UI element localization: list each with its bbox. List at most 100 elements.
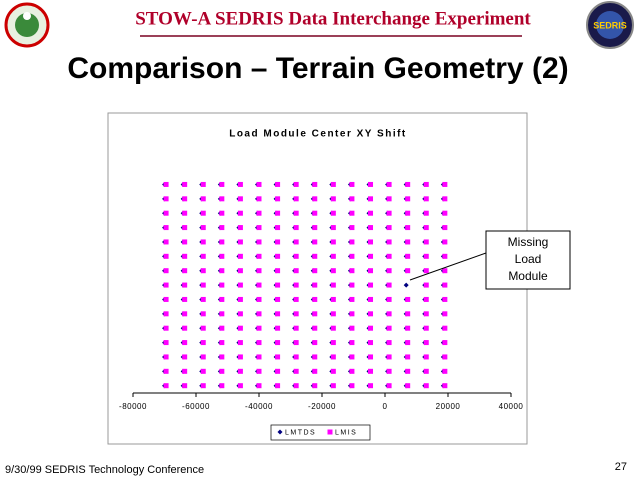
point bbox=[405, 296, 411, 302]
point bbox=[293, 296, 299, 302]
point bbox=[275, 296, 281, 302]
point bbox=[330, 225, 336, 231]
point bbox=[237, 196, 243, 202]
point bbox=[405, 196, 411, 202]
point bbox=[386, 383, 392, 389]
chart-title: Load Module Center XY Shift bbox=[229, 129, 407, 140]
point bbox=[182, 354, 188, 360]
point bbox=[442, 253, 448, 259]
point bbox=[386, 354, 392, 360]
point bbox=[405, 225, 411, 231]
point bbox=[386, 239, 392, 245]
point bbox=[368, 368, 374, 374]
point bbox=[200, 268, 206, 274]
point bbox=[200, 239, 206, 245]
point bbox=[237, 239, 243, 245]
point bbox=[349, 225, 355, 231]
point bbox=[330, 311, 336, 317]
point bbox=[237, 282, 243, 288]
legend-label: LMTDS bbox=[285, 429, 316, 436]
point bbox=[182, 253, 188, 259]
annotation-line: Missing bbox=[508, 235, 549, 249]
point bbox=[200, 383, 206, 389]
point bbox=[219, 239, 225, 245]
point bbox=[405, 311, 411, 317]
point bbox=[200, 325, 206, 331]
point bbox=[293, 210, 299, 216]
point bbox=[405, 210, 411, 216]
point bbox=[163, 282, 169, 288]
point bbox=[312, 196, 318, 202]
point bbox=[423, 268, 429, 274]
point bbox=[386, 325, 392, 331]
point bbox=[330, 368, 336, 374]
point bbox=[349, 282, 355, 288]
point bbox=[275, 225, 281, 231]
point bbox=[349, 239, 355, 245]
point bbox=[275, 325, 281, 331]
point bbox=[182, 196, 188, 202]
point bbox=[163, 253, 169, 259]
point bbox=[200, 354, 206, 360]
point bbox=[293, 268, 299, 274]
point bbox=[442, 311, 448, 317]
point bbox=[219, 181, 225, 187]
point bbox=[423, 282, 429, 288]
x-tick-label: -60000 bbox=[182, 402, 210, 411]
point bbox=[200, 340, 206, 346]
point bbox=[293, 383, 299, 389]
point bbox=[237, 253, 243, 259]
point bbox=[442, 282, 448, 288]
x-tick-label: 0 bbox=[383, 402, 388, 411]
point bbox=[293, 225, 299, 231]
legend-label: LMIS bbox=[335, 429, 357, 436]
point bbox=[182, 268, 188, 274]
point bbox=[349, 268, 355, 274]
point bbox=[405, 325, 411, 331]
point bbox=[312, 296, 318, 302]
point bbox=[182, 325, 188, 331]
point bbox=[386, 225, 392, 231]
point bbox=[200, 253, 206, 259]
point bbox=[275, 282, 281, 288]
point bbox=[200, 282, 206, 288]
point bbox=[312, 354, 318, 360]
x-tick-label: -80000 bbox=[119, 402, 147, 411]
point bbox=[163, 225, 169, 231]
point bbox=[219, 325, 225, 331]
x-tick-label: -40000 bbox=[245, 402, 273, 411]
point bbox=[293, 340, 299, 346]
point bbox=[219, 311, 225, 317]
point bbox=[330, 196, 336, 202]
point bbox=[330, 340, 336, 346]
point bbox=[163, 181, 169, 187]
point bbox=[349, 181, 355, 187]
point bbox=[423, 210, 429, 216]
point bbox=[368, 210, 374, 216]
legend: LMTDS LMIS bbox=[277, 429, 357, 436]
point bbox=[256, 383, 262, 389]
point bbox=[368, 296, 374, 302]
point bbox=[386, 368, 392, 374]
point bbox=[423, 239, 429, 245]
point bbox=[163, 210, 169, 216]
point bbox=[219, 268, 225, 274]
point bbox=[405, 268, 411, 274]
point bbox=[386, 181, 392, 187]
point bbox=[200, 210, 206, 216]
point bbox=[312, 325, 318, 331]
point bbox=[275, 354, 281, 360]
point bbox=[349, 340, 355, 346]
point bbox=[312, 268, 318, 274]
point bbox=[219, 296, 225, 302]
point bbox=[349, 325, 355, 331]
point bbox=[312, 368, 318, 374]
point bbox=[182, 282, 188, 288]
point bbox=[442, 239, 448, 245]
point bbox=[349, 311, 355, 317]
point bbox=[275, 196, 281, 202]
point bbox=[293, 282, 299, 288]
legend-marker bbox=[277, 429, 283, 435]
point bbox=[293, 325, 299, 331]
